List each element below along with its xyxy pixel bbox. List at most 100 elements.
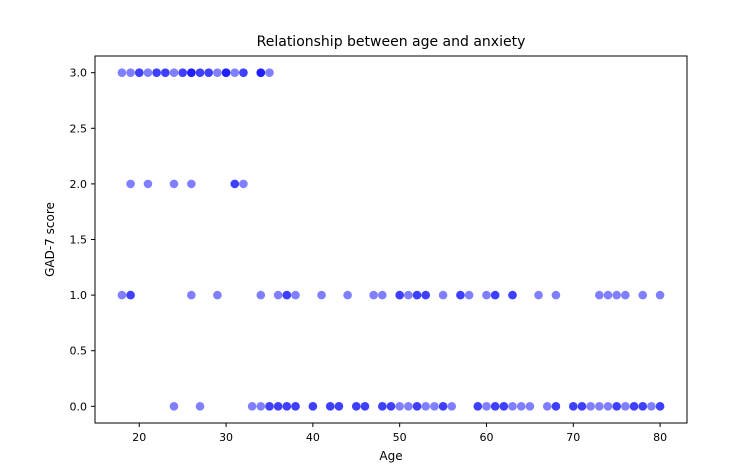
data-point: [386, 402, 396, 411]
chart-title: Relationship between age and anxiety: [257, 34, 526, 50]
data-point: [421, 402, 431, 411]
data-point: [126, 179, 135, 189]
data-point: [117, 290, 127, 300]
data-point: [239, 68, 248, 77]
data-point: [282, 402, 292, 411]
data-point: [438, 290, 448, 300]
data-point: [655, 402, 665, 411]
data-point: [247, 402, 257, 411]
data-point: [178, 68, 187, 77]
data-point: [169, 402, 179, 411]
data-point: [230, 68, 240, 77]
data-point: [456, 290, 465, 300]
data-point: [447, 402, 457, 411]
data-point: [490, 290, 500, 300]
x-tick-label: 30: [219, 431, 233, 444]
data-point: [152, 68, 161, 77]
data-point: [195, 402, 205, 411]
data-point: [508, 402, 517, 411]
data-point: [187, 179, 196, 189]
data-points: [117, 68, 665, 411]
data-point: [221, 68, 231, 77]
data-point: [638, 402, 648, 411]
data-point: [378, 402, 387, 411]
data-point: [577, 402, 587, 411]
x-tick-label: 60: [479, 431, 493, 444]
data-point: [161, 68, 170, 77]
data-point: [621, 290, 630, 300]
data-point: [438, 402, 448, 411]
data-point: [568, 402, 578, 411]
y-tick-label: 2.0: [70, 178, 88, 191]
data-point: [204, 68, 214, 77]
data-point: [612, 290, 621, 300]
data-point: [473, 402, 483, 411]
data-point: [647, 402, 656, 411]
data-point: [317, 290, 326, 300]
y-axis-label: GAD-7 score: [43, 202, 57, 277]
data-point: [395, 402, 404, 411]
data-point: [360, 402, 370, 411]
data-point: [230, 179, 240, 189]
data-point: [629, 402, 639, 411]
data-point: [369, 290, 378, 300]
x-tick-label: 80: [653, 431, 667, 444]
y-tick-label: 1.5: [70, 234, 88, 247]
data-point: [551, 402, 561, 411]
data-point: [291, 290, 300, 300]
data-point: [525, 402, 535, 411]
data-point: [612, 402, 621, 411]
data-point: [430, 402, 439, 411]
data-point: [169, 179, 179, 189]
data-point: [421, 290, 431, 300]
data-point: [325, 402, 335, 411]
data-point: [621, 402, 630, 411]
data-point: [490, 402, 500, 411]
y-tick-label: 0.5: [70, 345, 88, 358]
x-tick-label: 70: [566, 431, 580, 444]
data-point: [126, 290, 135, 300]
data-point: [134, 68, 144, 77]
data-point: [187, 290, 196, 300]
data-point: [213, 68, 222, 77]
data-point: [213, 290, 222, 300]
data-point: [265, 402, 274, 411]
data-point: [282, 290, 292, 300]
data-point: [542, 402, 552, 411]
x-axis-ticks: 20 30 40 50 60 70 80: [132, 423, 667, 444]
data-point: [187, 68, 196, 77]
data-point: [195, 68, 205, 77]
data-point: [603, 290, 613, 300]
data-point: [551, 290, 561, 300]
data-point: [169, 68, 179, 77]
y-tick-label: 2.5: [70, 122, 88, 135]
data-point: [291, 402, 300, 411]
y-tick-label: 3.0: [70, 67, 88, 80]
data-point: [273, 402, 283, 411]
data-point: [256, 68, 266, 77]
x-tick-label: 40: [306, 431, 320, 444]
data-point: [239, 179, 248, 189]
data-point: [143, 68, 153, 77]
data-point: [378, 290, 387, 300]
data-point: [595, 290, 604, 300]
data-point: [265, 68, 274, 77]
data-point: [586, 402, 595, 411]
y-tick-label: 1.0: [70, 289, 88, 302]
data-point: [351, 402, 361, 411]
data-point: [143, 179, 153, 189]
data-point: [273, 290, 283, 300]
data-point: [126, 68, 135, 77]
data-point: [595, 402, 604, 411]
data-point: [499, 402, 509, 411]
y-axis-ticks: 0.0 0.5 1.0 1.5 2.0 2.5 3.0: [70, 67, 95, 413]
data-point: [603, 402, 613, 411]
data-point: [343, 290, 352, 300]
x-tick-label: 20: [132, 431, 146, 444]
data-point: [508, 290, 517, 300]
data-point: [256, 402, 266, 411]
data-point: [412, 290, 422, 300]
data-point: [638, 290, 648, 300]
